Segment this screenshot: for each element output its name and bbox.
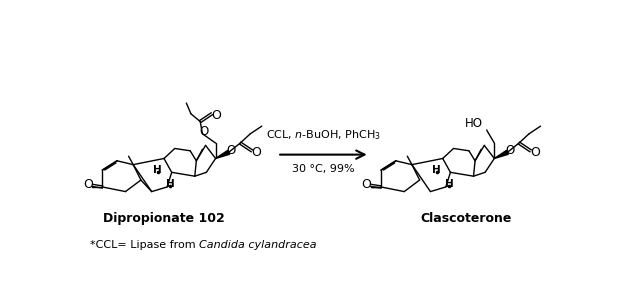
Text: H: H xyxy=(153,165,162,175)
Text: 30 °C, 99%: 30 °C, 99% xyxy=(292,164,354,174)
Text: O: O xyxy=(361,178,372,191)
Text: H: H xyxy=(165,179,174,189)
Text: O: O xyxy=(211,109,221,122)
Text: O: O xyxy=(505,143,514,156)
Text: Clascoterone: Clascoterone xyxy=(420,212,512,225)
Text: H: H xyxy=(444,179,453,189)
Text: O: O xyxy=(252,146,261,159)
Text: H: H xyxy=(432,165,441,175)
Text: Dipropionate 102: Dipropionate 102 xyxy=(103,212,225,225)
Text: CCL, $n$-BuOH, PhCH$_3$: CCL, $n$-BuOH, PhCH$_3$ xyxy=(266,128,381,142)
Text: O: O xyxy=(530,146,540,159)
Text: O: O xyxy=(200,125,209,138)
Text: HO: HO xyxy=(465,117,482,130)
Text: O: O xyxy=(83,178,93,191)
Polygon shape xyxy=(216,150,230,158)
Text: *CCL= Lipase from: *CCL= Lipase from xyxy=(90,240,199,250)
Polygon shape xyxy=(495,150,508,158)
Text: O: O xyxy=(226,143,236,156)
Text: Candida cylandracea: Candida cylandracea xyxy=(199,240,317,250)
